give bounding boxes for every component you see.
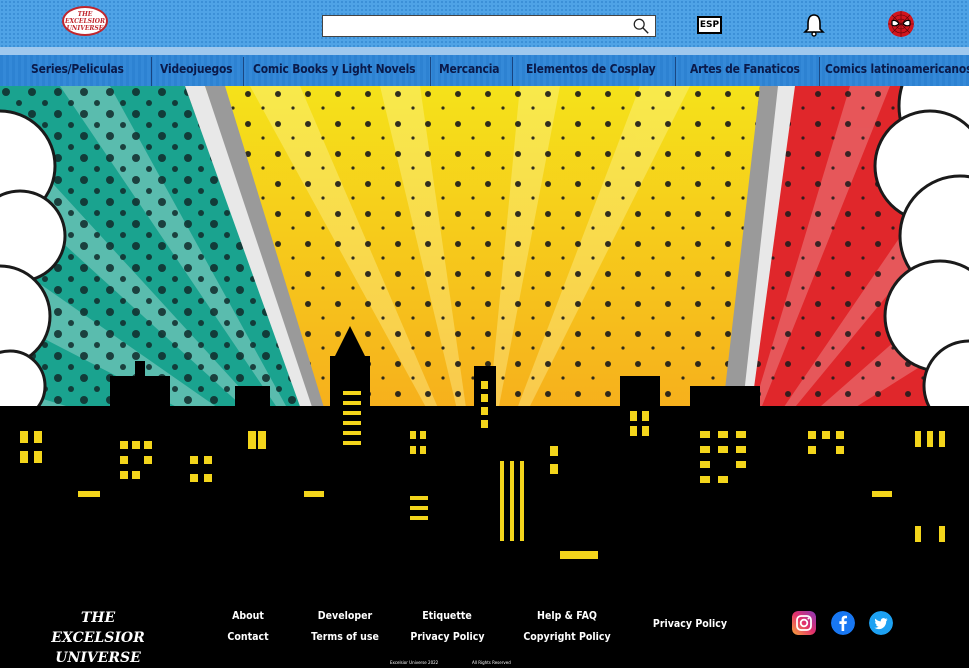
nav-item-comic-books[interactable]: Comic Books y Light Novels	[253, 61, 416, 76]
top-header: THE EXCELSIOR UNIVERSE ESP	[0, 0, 969, 47]
rights-text: All Rights Reserved	[472, 660, 511, 665]
nav-item-videojuegos[interactable]: Videojuegos	[160, 61, 233, 76]
footer-link-etiquette[interactable]: Etiquette	[422, 609, 472, 622]
nav-divider	[675, 57, 676, 87]
nav-divider	[243, 57, 244, 87]
logo-text: THE EXCELSIOR UNIVERSE	[64, 10, 106, 32]
search-icon[interactable]	[632, 17, 650, 35]
footer-link-about[interactable]: About	[232, 609, 264, 622]
facebook-icon[interactable]	[831, 611, 855, 635]
right-cloud	[873, 86, 969, 433]
nav-item-cosplay[interactable]: Elementos de Cosplay	[526, 61, 656, 76]
building-windows	[20, 381, 945, 559]
footer-link-terms[interactable]: Terms of use	[311, 630, 379, 643]
nav-divider	[151, 57, 152, 87]
footer-logo[interactable]: THE EXCELSIOR UNIVERSE	[38, 608, 158, 668]
nav-divider	[819, 57, 820, 87]
nav-divider	[512, 57, 513, 87]
category-nav: Series/Peliculas Videojuegos Comic Books…	[0, 47, 969, 87]
bell-icon[interactable]	[803, 13, 825, 37]
footer-link-copyright[interactable]: Copyright Policy	[523, 630, 611, 643]
footer-link-help-faq[interactable]: Help & FAQ	[537, 609, 597, 622]
footer-link-contact[interactable]: Contact	[227, 630, 269, 643]
language-label: ESP	[699, 20, 720, 30]
footer-logo-line1: THE EXCELSIOR	[51, 610, 145, 646]
footer-logo-line2: UNIVERSE	[55, 650, 141, 666]
nav-item-mercancia[interactable]: Mercancia	[439, 61, 500, 76]
search-input[interactable]	[323, 16, 623, 36]
hero-city-illustration	[0, 86, 969, 580]
footer-link-privacy-policy[interactable]: Privacy Policy	[410, 630, 485, 643]
nav-item-fan-art[interactable]: Artes de Fanaticos	[690, 61, 800, 76]
twitter-icon[interactable]	[869, 611, 893, 635]
footer-link-privacy-policy-2[interactable]: Privacy Policy	[652, 617, 728, 630]
copyright-text: Excelsior Universe 2022	[390, 660, 439, 665]
spiderman-avatar-icon[interactable]	[888, 11, 914, 37]
city-skyline	[0, 326, 969, 580]
site-logo[interactable]: THE EXCELSIOR UNIVERSE	[62, 6, 108, 36]
nav-item-series[interactable]: Series/Peliculas	[31, 61, 124, 76]
instagram-icon[interactable]	[792, 611, 816, 635]
nav-item-latin-comics[interactable]: Comics latinoamericanos	[825, 61, 969, 76]
footer-link-developer[interactable]: Developer	[317, 609, 373, 622]
language-button[interactable]: ESP	[697, 16, 722, 34]
search-box	[322, 15, 656, 37]
nav-divider	[430, 57, 431, 87]
